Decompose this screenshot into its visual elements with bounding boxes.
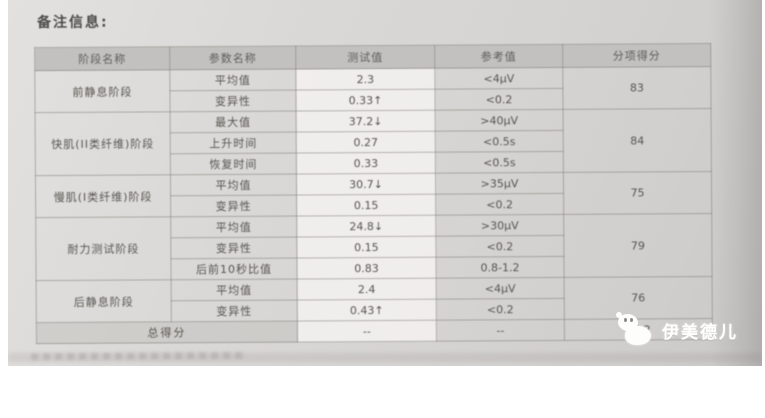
param-cell: 平均值 [171, 279, 298, 301]
score-cell: 75 [563, 171, 712, 215]
ref-value-cell: 0.8-1.2 [435, 256, 565, 279]
param-cell: 平均值 [170, 174, 297, 196]
ref-value-cell: >35μV [435, 172, 564, 195]
param-cell: 上升时间 [170, 132, 297, 154]
total-test-value-cell: -- [297, 320, 437, 343]
ref-value-cell: >40μV [435, 109, 564, 132]
page-title: 备注信息: [36, 14, 109, 32]
param-cell: 后前10秒比值 [170, 258, 298, 280]
ref-value-cell: <0.5s [435, 130, 564, 153]
param-cell: 变异性 [170, 237, 297, 259]
col-header-stage: 阶段名称 [34, 46, 170, 71]
test-value-cell: 0.15 [296, 194, 436, 217]
param-cell: 最大值 [170, 111, 297, 133]
ref-value-cell: <4μV [436, 277, 565, 300]
test-value-cell: 24.8↓ [296, 215, 436, 238]
param-cell: 平均值 [169, 69, 296, 91]
col-header-score: 分项得分 [562, 43, 711, 68]
col-header-reference: 参考值 [434, 44, 563, 69]
table-row: 前静息阶段 平均值 2.3 <4μV 83 [34, 66, 712, 113]
test-value-cell: 0.33 [296, 152, 436, 175]
assessment-table: 阶段名称 参数名称 测试值 参考值 分项得分 前静息阶段 平均值 2.3 <4μ… [34, 43, 713, 344]
stage-cell: 后静息阶段 [36, 279, 172, 323]
total-score-row: 总得分 -- -- 78.2 [36, 318, 713, 344]
score-cell: 84 [563, 108, 712, 173]
total-ref-value-cell: -- [436, 319, 565, 342]
photographed-report-page: 备注信息: 阶段名称 参数名称 测试值 参考值 分项得分 前静息阶段 平均值 [8, 0, 762, 366]
paper-bottom-shadow [8, 353, 762, 362]
test-value-cell: 0.83 [296, 257, 437, 280]
ref-value-cell: <0.2 [434, 88, 564, 111]
test-value-cell: 30.7↓ [296, 173, 436, 196]
test-value-cell: 0.33↑ [295, 89, 436, 112]
col-header-parameter: 参数名称 [169, 46, 296, 70]
table-row: 后静息阶段 平均值 2.4 <4μV 76 [36, 276, 713, 323]
ref-value-cell: <0.2 [435, 193, 564, 216]
score-cell: 79 [563, 213, 713, 278]
stage-cell: 前静息阶段 [34, 69, 171, 113]
param-cell: 变异性 [171, 300, 298, 322]
ref-value-cell: <0.2 [435, 235, 564, 258]
test-value-cell: 37.2↓ [296, 110, 436, 133]
ref-value-cell: <0.5s [435, 151, 564, 174]
col-header-test-value: 测试值 [295, 45, 435, 70]
test-value-cell: 2.4 [297, 278, 437, 301]
ref-value-cell: <0.2 [436, 298, 565, 321]
total-score-label: 总得分 [36, 321, 298, 344]
table-row: 慢肌(I类纤维)阶段 平均值 30.7↓ >35μV 75 [35, 171, 712, 218]
param-cell: 平均值 [170, 216, 297, 238]
score-cell: 83 [562, 66, 712, 110]
table-row: 耐力测试阶段 平均值 24.8↓ >30μV 79 [35, 213, 713, 281]
stage-cell: 耐力测试阶段 [35, 216, 172, 281]
stage-cell: 快肌(II类纤维)阶段 [35, 111, 171, 176]
watermark-logo: 伊美德儿 [616, 306, 762, 354]
param-cell: 恢复时间 [170, 153, 297, 175]
param-cell: 变异性 [170, 195, 297, 217]
ref-value-cell: <4μV [434, 67, 563, 90]
test-value-cell: 0.43↑ [297, 299, 437, 322]
stage-cell: 慢肌(I类纤维)阶段 [35, 174, 171, 218]
sheep-icon [616, 312, 656, 348]
test-value-cell: 0.15 [296, 236, 436, 259]
param-cell: 变异性 [169, 90, 297, 112]
watermark-text: 伊美德儿 [662, 322, 738, 343]
ref-value-cell: >30μV [435, 214, 564, 237]
test-value-cell: 2.3 [295, 68, 435, 91]
table-row: 快肌(II类纤维)阶段 最大值 37.2↓ >40μV 84 [35, 108, 712, 176]
test-value-cell: 0.27 [296, 131, 436, 154]
paper-edge-shadow [710, 0, 762, 366]
